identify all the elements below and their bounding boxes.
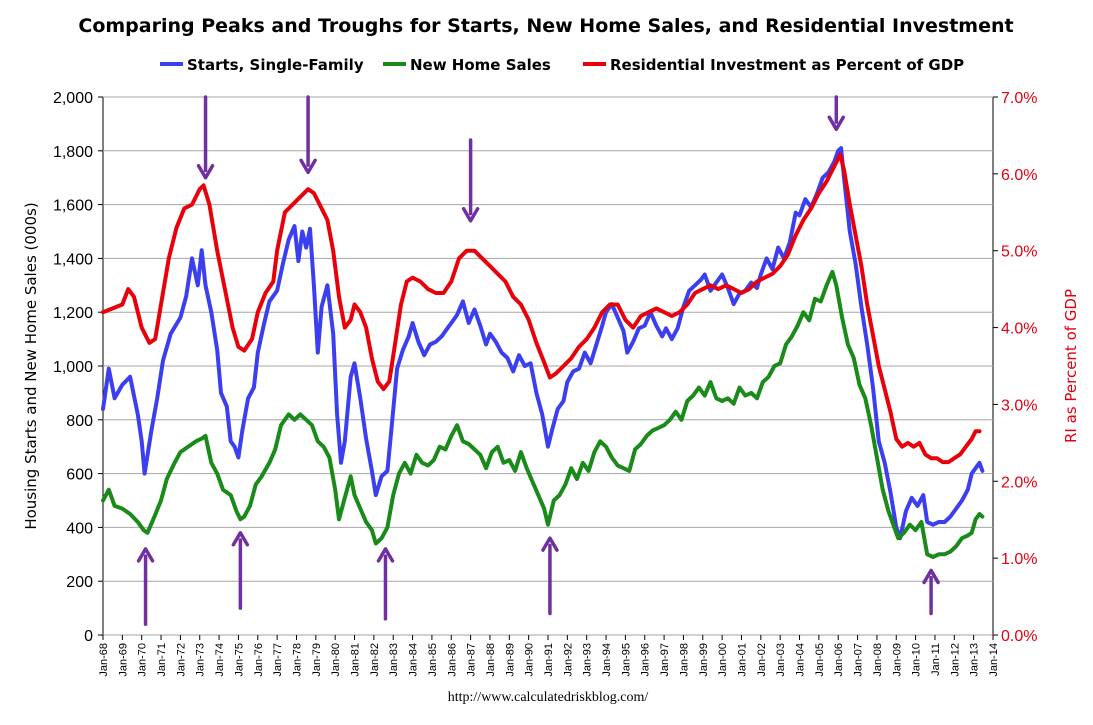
x-tick-label-6: Jan-74 [214,643,226,677]
y-tick-label-9: 1,800 [53,144,93,161]
y-tick-label-3: 600 [66,467,93,484]
x-tick-label-12: Jan-80 [330,643,342,677]
x-tick-label-45: Jan-13 [969,643,981,677]
x-tick-label-39: Jan-07 [853,643,865,677]
x-tick-label-21: Jan-89 [504,643,516,677]
arrow-up-6 [376,547,395,621]
x-tick-label-10: Jan-78 [291,643,303,677]
arrow-up-8 [922,568,940,616]
x-tick-label-16: Jan-84 [408,643,420,677]
y-tick-label-10: 2,000 [53,90,93,107]
x-tick-label-30: Jan-98 [678,643,690,677]
series-layer [101,146,985,559]
x-tick-label-44: Jan-12 [949,643,961,677]
x-tick-label-20: Jan-88 [485,643,497,677]
y-axis-left-title: Housing Starts and New Home Sales (000s) [22,202,40,529]
x-tick-label-19: Jan-87 [466,643,478,677]
x-tick-label-35: Jan-03 [775,643,787,677]
arrow-down-1 [299,95,317,175]
y-axis-right-ticks: 0.0% 1.0% 2.0% 3.0% 4.0% 5.0% 6.0% 7.0% [993,90,1037,645]
y-tick-label-1: 200 [66,574,93,591]
x-tick-label-2: Jan-70 [137,643,149,677]
y2-tick-label-1: 1.0% [1001,551,1037,568]
x-tick-label-7: Jan-75 [233,643,245,677]
y2-tick-label-7: 7.0% [1001,90,1037,107]
arrow-down-2 [461,138,480,223]
y2-tick-label-4: 4.0% [1001,321,1037,338]
source-url: http://www.calculatedriskblog.com/ [448,690,649,705]
x-tick-label-37: Jan-05 [814,643,826,677]
x-tick-label-17: Jan-85 [427,643,439,677]
x-tick-label-42: Jan-10 [911,643,923,677]
x-tick-label-9: Jan-77 [272,643,284,677]
legend: Starts, Single-Family New Home Sales Res… [160,56,964,74]
arrow-up-4 [136,547,155,626]
x-tick-label-1: Jan-69 [117,643,129,677]
x-tick-label-29: Jan-97 [659,643,671,677]
x-tick-label-38: Jan-06 [833,643,845,677]
x-tick-label-46: Jan-14 [988,643,1000,677]
y-axis-left-ticks: 0 200 400 600 800 1,000 1,200 1,400 1,600 1,800 2,… [53,90,103,645]
x-tick-label-15: Jan-83 [388,643,400,677]
x-tick-label-33: Jan-01 [736,643,748,677]
y2-tick-label-5: 5.0% [1001,244,1037,261]
y2-tick-label-6: 6.0% [1001,167,1037,184]
x-tick-label-11: Jan-79 [311,643,323,677]
arrow-up-7 [541,536,559,616]
y2-tick-label-3: 3.0% [1001,397,1037,414]
y-tick-label-8: 1,600 [53,198,93,215]
y-tick-label-0: 0 [84,628,93,645]
x-tick-label-0: Jan-68 [98,643,110,677]
arrow-up-5 [231,531,250,610]
x-tick-label-40: Jan-08 [872,643,884,677]
x-tick-label-41: Jan-09 [891,643,903,677]
x-axis-ticks: Jan-68 Jan-69 Jan-70 Jan-71 Jan-72 Jan-73 Jan-… [98,635,1000,677]
x-tick-label-3: Jan-71 [156,643,168,677]
x-tick-label-4: Jan-72 [175,643,187,677]
x-tick-label-43: Jan-11 [930,643,942,676]
annotation-layer [136,95,940,626]
y-tick-label-4: 800 [66,413,93,430]
x-tick-label-32: Jan-00 [717,643,729,677]
y-axis-right-title: RI as Percent of GDP [1062,289,1080,443]
y-tick-label-2: 400 [66,520,93,537]
y-tick-label-7: 1,400 [53,251,93,268]
arrow-down-0 [196,95,215,180]
y-tick-label-5: 1,000 [53,359,93,376]
x-tick-label-22: Jan-90 [524,643,536,677]
x-tick-label-13: Jan-81 [350,643,362,677]
x-tick-label-28: Jan-96 [640,643,652,677]
series-line-starts-single-family [101,146,985,541]
x-tick-label-25: Jan-93 [582,643,594,677]
y-tick-label-6: 1,200 [53,305,93,322]
series-line-residential-investment-as-percent-of-gdp [101,152,982,465]
x-tick-label-34: Jan-02 [756,643,768,677]
legend-label-starts: Starts, Single-Family [187,56,364,74]
x-tick-label-36: Jan-04 [795,643,807,677]
x-tick-label-27: Jan-95 [620,643,632,677]
legend-label-residential-investment: Residential Investment as Percent of GDP [610,56,964,74]
x-tick-label-18: Jan-86 [446,643,458,677]
x-tick-label-8: Jan-76 [253,643,265,677]
x-tick-label-23: Jan-91 [543,643,555,677]
arrow-down-3 [827,95,846,132]
x-tick-label-24: Jan-92 [562,643,574,677]
series-line-new-home-sales [101,269,985,559]
y2-tick-label-0: 0.0% [1001,628,1037,645]
x-tick-label-26: Jan-94 [601,643,613,677]
x-tick-label-5: Jan-73 [195,643,207,677]
legend-label-new-home-sales: New Home Sales [410,56,551,74]
x-tick-label-14: Jan-82 [369,643,381,677]
x-tick-label-31: Jan-99 [698,643,710,677]
chart-title: Comparing Peaks and Troughs for Starts, … [78,15,1013,37]
y2-tick-label-2: 2.0% [1001,474,1037,491]
